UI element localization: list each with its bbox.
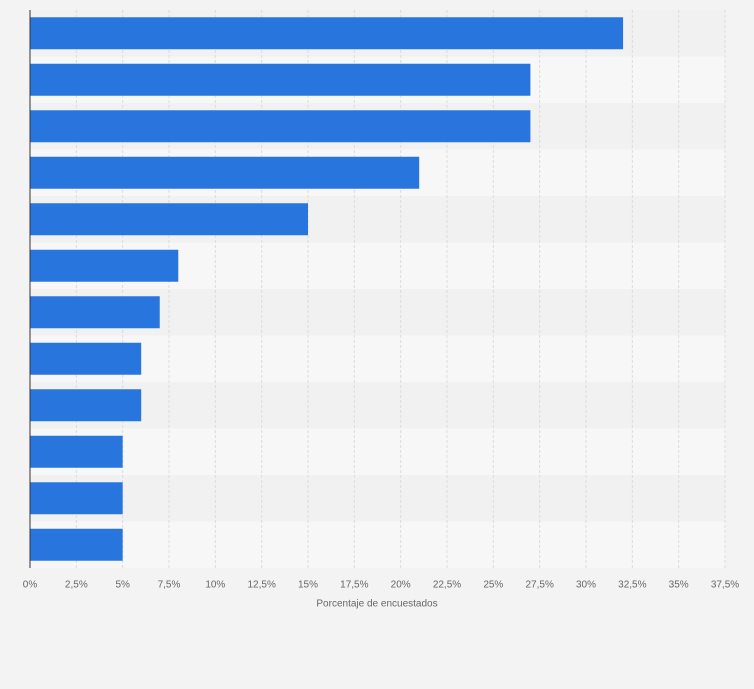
row-band xyxy=(30,521,725,568)
x-tick-label: 12,5% xyxy=(247,580,275,591)
x-tick-label: 30% xyxy=(576,580,596,591)
row-band xyxy=(30,382,725,429)
x-tick-label: 35% xyxy=(669,580,689,591)
bar xyxy=(30,249,179,282)
row-band xyxy=(30,335,725,382)
x-tick-label: 2,5% xyxy=(65,580,88,591)
bar xyxy=(30,110,531,143)
bar xyxy=(30,296,160,329)
bar xyxy=(30,17,624,50)
bar xyxy=(30,435,123,468)
bar xyxy=(30,389,142,422)
x-tick-label: 27,5% xyxy=(525,580,553,591)
bar xyxy=(30,342,142,375)
x-tick-label: 17,5% xyxy=(340,580,368,591)
row-band xyxy=(30,428,725,475)
x-tick-label: 32,5% xyxy=(618,580,646,591)
x-tick-label: 20% xyxy=(391,580,411,591)
ticks: 0% 2,5% 5% 7,5% 10% 12,5% 15% 17,5% 20% 22,5% 25% 2… xyxy=(23,580,740,591)
x-axis-label: Porcentaje de encuestados xyxy=(316,599,437,610)
bar xyxy=(30,156,420,189)
x-tick-label: 37,5% xyxy=(711,580,739,591)
row-band xyxy=(30,475,725,522)
x-tick-label: 25% xyxy=(483,580,503,591)
bar xyxy=(30,482,123,515)
x-tick-label: 22,5% xyxy=(433,580,461,591)
x-tick-label: 5% xyxy=(115,580,130,591)
bars xyxy=(30,17,624,561)
bar xyxy=(30,528,123,561)
x-tick-label: 15% xyxy=(298,580,318,591)
x-tick-label: 7,5% xyxy=(158,580,181,591)
bar xyxy=(30,63,531,96)
bar xyxy=(30,203,308,236)
x-tick-label: 0% xyxy=(23,580,38,591)
x-tick-label: 10% xyxy=(205,580,225,591)
